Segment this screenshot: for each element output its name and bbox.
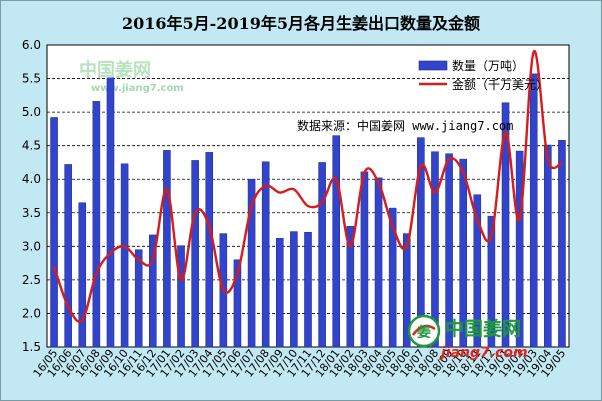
bar-19-01 [501,102,510,348]
bar-18-12 [487,215,496,348]
bar-16-05 [50,117,58,348]
bar-17-08 [261,161,270,348]
y-tick-label: 5.5 [22,72,41,86]
bar-18-03 [360,171,369,348]
logo-brand-text: 中国姜网 [445,317,521,340]
bar-17-09 [276,238,284,348]
y-tick-label: 3.5 [22,206,41,220]
bar-18-06 [402,233,411,348]
bar-17-01 [163,150,171,348]
logo-url-text: jiang7.com [439,345,528,361]
bar-17-02 [177,245,185,348]
bar-18-08 [431,151,439,348]
bar-series [50,73,566,348]
faint-watermark-url: www.jiang7.com [91,83,184,94]
faint-watermark: 中国姜网 www.jiang7.com [79,59,184,94]
y-tick-label: 6.0 [22,38,41,52]
bar-19-03 [529,73,538,348]
bar-18-02 [346,225,355,348]
bar-19-04 [544,144,552,348]
y-axis-ticks: 1.5 2.0 2.5 3.0 3.5 4.0 4.5 5.0 5.5 6.0 [22,38,41,354]
logo-watermark: 姜 中国姜网 jiang7.com [407,314,528,361]
legend: 数量（万吨） 金额（千万美元） [418,58,548,92]
y-tick-label: 3.0 [22,239,41,253]
y-tick-label: 2.0 [22,306,41,320]
chart-title: 2016年5月-2019年5月各月生姜出口数量及金额 [122,14,480,33]
ginger-logo-icon [407,314,441,348]
faint-watermark-brand: 中国姜网 [79,59,151,81]
bar-17-10 [290,231,298,348]
y-tick-label: 4.0 [22,172,41,186]
logo-glyph: 姜 [417,324,431,341]
bar-16-06 [64,164,72,348]
bar-18-10 [459,158,467,348]
y-tick-label: 5.0 [22,105,41,119]
bar-18-09 [445,153,453,348]
bar-17-06 [233,259,242,348]
bar-18-05 [388,207,397,348]
bar-16-07 [78,202,87,348]
bar-16-09 [106,77,115,348]
bar-16-11 [134,249,143,348]
bar-18-11 [473,194,482,348]
bar-18-01 [332,135,340,348]
bar-17-11 [304,231,312,348]
legend-label-amount: 金额（千万美元） [452,77,548,92]
y-tick-label: 4.5 [22,139,41,153]
legend-label-quantity: 数量（万吨） [452,58,524,73]
bar-16-10 [120,163,129,348]
y-tick-label: 1.5 [22,340,41,354]
logo-swoosh-icon [411,324,436,336]
y-tick-label: 2.5 [22,273,41,287]
bar-19-02 [515,150,524,348]
legend-swatch-bar [418,60,448,71]
bar-16-08 [92,101,101,348]
bar-17-12 [318,162,326,348]
bar-17-04 [205,152,214,348]
bar-19-05 [558,140,566,348]
bar-16-12 [149,234,157,348]
amount-line [52,50,563,323]
bar-18-04 [374,177,383,348]
grid-lines [47,44,569,348]
bar-17-07 [247,178,256,348]
source-note: 数据来源：中国姜网 www.jiang7.com [297,118,513,133]
bar-17-03 [191,160,199,348]
bar-18-07 [417,137,425,348]
